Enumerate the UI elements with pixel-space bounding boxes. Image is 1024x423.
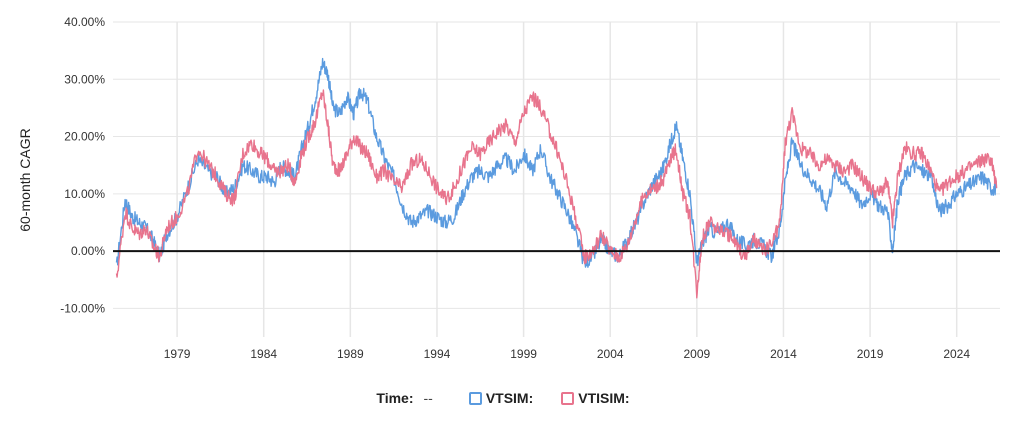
x-tick-label: 1999	[510, 347, 537, 361]
x-tick-label: 1994	[424, 347, 451, 361]
x-tick-label: 2004	[597, 347, 624, 361]
x-tick-label: 1984	[250, 347, 277, 361]
x-tick-label: 2024	[943, 347, 970, 361]
legend-item-vtsim[interactable]: VTSIM:	[468, 390, 534, 406]
x-tick-label: 1979	[164, 347, 191, 361]
x-tick-label: 2014	[770, 347, 797, 361]
axis-layer: 40.00% 30.00% 20.00% 10.00% 0.00% -10.00% 1979…	[60, 15, 970, 361]
legend-swatch-vtsim	[468, 391, 482, 405]
chart-legend: Time: -- VTSIM: VTISIM:	[0, 390, 1024, 406]
y-tick-label: 30.00%	[64, 72, 105, 86]
y-axis-title: 60-month CAGR	[17, 128, 33, 231]
x-tick-label: 2019	[857, 347, 884, 361]
legend-time-label: Time:	[376, 390, 414, 406]
y-tick-label: 0.00%	[71, 244, 105, 258]
y-tick-label: 10.00%	[64, 187, 105, 201]
series-line-vtsim[interactable]	[115, 57, 998, 268]
legend-item-vtisim[interactable]: VTISIM:	[561, 390, 630, 406]
legend-swatch-vtisim	[561, 391, 575, 405]
y-tick-label: -10.00%	[60, 301, 105, 315]
x-tick-label: 2009	[683, 347, 710, 361]
y-tick-label: 40.00%	[64, 15, 105, 29]
x-tick-label: 1989	[337, 347, 364, 361]
y-tick-label: 20.00%	[64, 130, 105, 144]
legend-label-vtsim: VTSIM:	[485, 390, 534, 406]
series-layer	[113, 57, 1000, 299]
legend-label-vtisim: VTISIM:	[578, 390, 630, 406]
series-line-vtisim[interactable]	[115, 89, 998, 299]
legend-time-value: --	[423, 390, 433, 406]
line-chart[interactable]: 40.00% 30.00% 20.00% 10.00% 0.00% -10.00% 1979…	[0, 0, 1024, 385]
